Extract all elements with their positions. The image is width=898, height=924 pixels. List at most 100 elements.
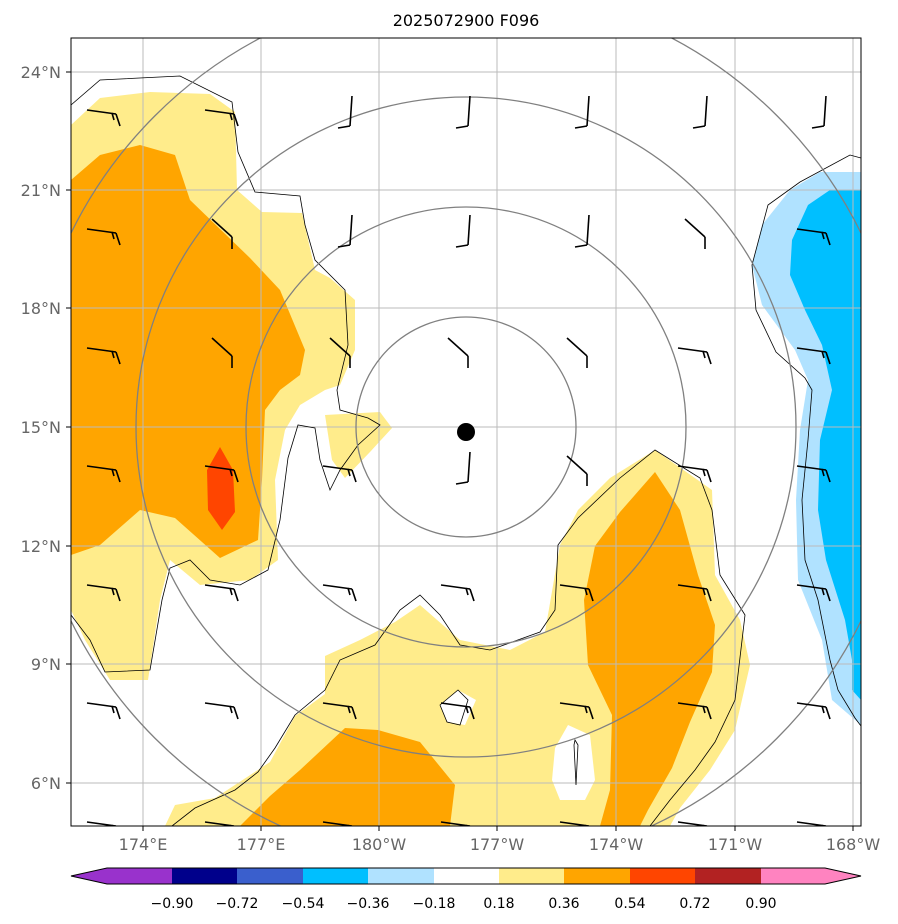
wind-barb-stroke [86,821,117,826]
wind-barb-stroke [351,588,357,602]
wind-barb-stroke [692,125,706,129]
wind-barb-stroke [351,469,357,483]
wind-barb-stroke [706,351,712,365]
wind-barb-stroke [347,705,351,714]
shade-orange-south-east [584,472,715,826]
shade-deep-blue-east [790,190,861,700]
lat-label: 15°N [21,418,61,437]
wind-barb-stroke [440,821,471,826]
wind-barb-stroke [825,232,831,246]
wind-barb-stroke [702,587,706,596]
wind-barb [677,465,712,483]
wind-barb-stroke [584,705,588,714]
lat-axis: 24°N 21°N 18°N 15°N 12°N 9°N 6°N [21,63,71,793]
lat-label: 18°N [21,299,61,318]
wind-barb-stroke [115,113,121,127]
wind-barb-stroke [706,706,712,720]
wind-barb [559,821,590,826]
wind-barb [86,584,121,602]
colorbar-segment [499,868,564,884]
wind-barb-stroke [702,468,706,477]
wind-barb [796,702,831,720]
wind-barb-stroke [796,821,827,826]
lat-label: 12°N [21,537,61,556]
wind-barb [559,584,594,602]
wind-barb [204,465,239,483]
wind-barb-stroke [440,584,471,590]
wind-barb-stroke [702,350,706,359]
lon-label: 177°W [470,835,525,854]
map-frame [70,37,862,827]
wind-barb-stroke [111,587,115,596]
wind-barb-stroke [322,465,353,471]
lon-label: 174°E [119,835,168,854]
contour-line-small [573,738,579,786]
wind-barb-stroke [465,705,469,714]
lat-label: 24°N [21,63,61,82]
wind-barb-stroke [349,95,353,127]
colorbar-label: −0.18 [413,896,456,912]
colorbar-segment [434,868,499,884]
wind-barb [566,337,588,368]
lat-label: 21°N [21,181,61,200]
wind-barb-stroke [347,468,351,477]
wind-barb-stroke [204,821,235,826]
wind-barb-stroke [825,588,831,602]
wind-barb [86,228,121,246]
wind-barb-stroke [574,125,588,129]
wind-barb-stroke [584,587,588,596]
shade-orange-west [71,145,305,558]
wind-barb-stroke [821,350,825,359]
range-ring [355,316,577,538]
wind-barb-stroke [111,350,115,359]
wind-barb [677,702,712,720]
wind-barb [447,337,469,368]
wind-barb-stroke [347,587,351,596]
lon-label: 177°E [237,835,286,854]
wind-barb-stroke [574,244,588,248]
colorbar-segment [368,868,434,884]
wind-barb-stroke [115,351,121,365]
wind-barb [559,702,594,720]
colorbar-segment [303,868,368,884]
lon-label: 168°W [826,835,881,854]
wind-barb-stroke [821,587,825,596]
wind-barb-stroke [86,702,117,708]
storm-center-marker [457,423,475,441]
wind-barb [677,821,708,826]
wind-barb-stroke [440,702,471,708]
wind-barb-stroke [233,588,239,602]
wind-barb [440,702,475,720]
lon-label: 180°W [352,835,407,854]
wind-barb-stroke [455,244,469,248]
colorbar-extend-low [71,868,107,884]
colorbar-segment [761,868,825,884]
wind-barb [86,702,121,720]
wind-barb-stroke [467,95,471,127]
wind-barb-stroke [211,337,233,357]
wind-barb [204,584,239,602]
wind-barb [86,821,117,826]
wind-barb-stroke [204,465,235,471]
wind-barb-stroke [233,113,239,127]
wind-barb-stroke [677,584,708,590]
wind-barb-stroke [467,214,471,246]
wind-barb [440,584,475,602]
wind-barb-stroke [559,584,590,590]
wind-barb-stroke [229,468,233,477]
wind-barb-stroke [86,584,117,590]
wind-barb [329,337,351,368]
wind-barb-stroke [559,821,590,826]
wind-barb-stroke [233,469,239,483]
wind-barb [211,337,233,368]
colorbar-label: −0.90 [151,896,194,912]
wind-barbs [86,95,831,826]
wind-barb-stroke [796,347,827,353]
wind-barb-stroke [111,112,115,121]
wind-barb-stroke [566,455,588,475]
wind-barb-stroke [796,465,827,471]
wind-barb-stroke [469,706,475,720]
wind-barb-stroke [825,351,831,365]
wind-barb-stroke [204,584,235,590]
wind-barb-stroke [349,214,353,246]
